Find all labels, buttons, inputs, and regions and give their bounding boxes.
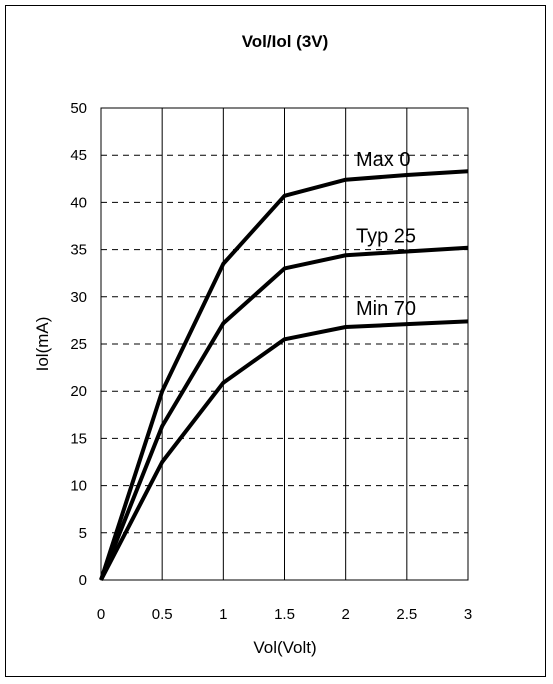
x-axis-label: Vol(Volt) xyxy=(253,638,316,657)
series-label: Max 0 xyxy=(356,149,410,171)
y-tick-label: 35 xyxy=(70,242,87,259)
y-axis-label: Iol(mA) xyxy=(33,317,52,372)
series-line xyxy=(99,245,469,581)
chart-frame xyxy=(5,5,546,677)
chart-title: Vol/Iol (3V) xyxy=(242,32,329,51)
y-tick-label: 5 xyxy=(79,525,87,542)
x-tick-label: 1 xyxy=(219,606,227,623)
y-tick-label: 45 xyxy=(70,147,87,164)
series-labels: Max 0 Typ 25 Min 70 xyxy=(356,149,416,320)
series-lines xyxy=(99,169,469,581)
grid xyxy=(101,108,468,580)
x-tick-label: 2 xyxy=(341,606,349,623)
y-tick-label: 0 xyxy=(79,572,87,589)
x-tick-label: 3 xyxy=(464,606,472,623)
series-line xyxy=(99,319,469,581)
plot-area-border xyxy=(100,107,469,581)
x-tick-labels: 0 0.5 1 1.5 2 2.5 3 xyxy=(97,606,472,623)
y-tick-label: 40 xyxy=(70,194,87,211)
y-tick-label: 25 xyxy=(70,336,87,353)
y-tick-label: 10 xyxy=(70,478,87,495)
y-tick-label: 50 xyxy=(70,100,87,117)
x-tick-label: 2.5 xyxy=(396,606,417,623)
series-label: Min 70 xyxy=(356,298,416,320)
x-tick-label: 0.5 xyxy=(152,606,173,623)
x-tick-label: 0 xyxy=(97,606,105,623)
y-tick-label: 20 xyxy=(70,383,87,400)
y-tick-label: 15 xyxy=(70,430,87,447)
x-tick-label: 1.5 xyxy=(274,606,295,623)
series-line xyxy=(99,169,469,581)
series-label: Typ 25 xyxy=(356,225,416,247)
y-tick-label: 30 xyxy=(70,289,87,306)
y-tick-labels: 0 5 10 15 20 25 30 35 40 45 50 xyxy=(70,100,87,589)
